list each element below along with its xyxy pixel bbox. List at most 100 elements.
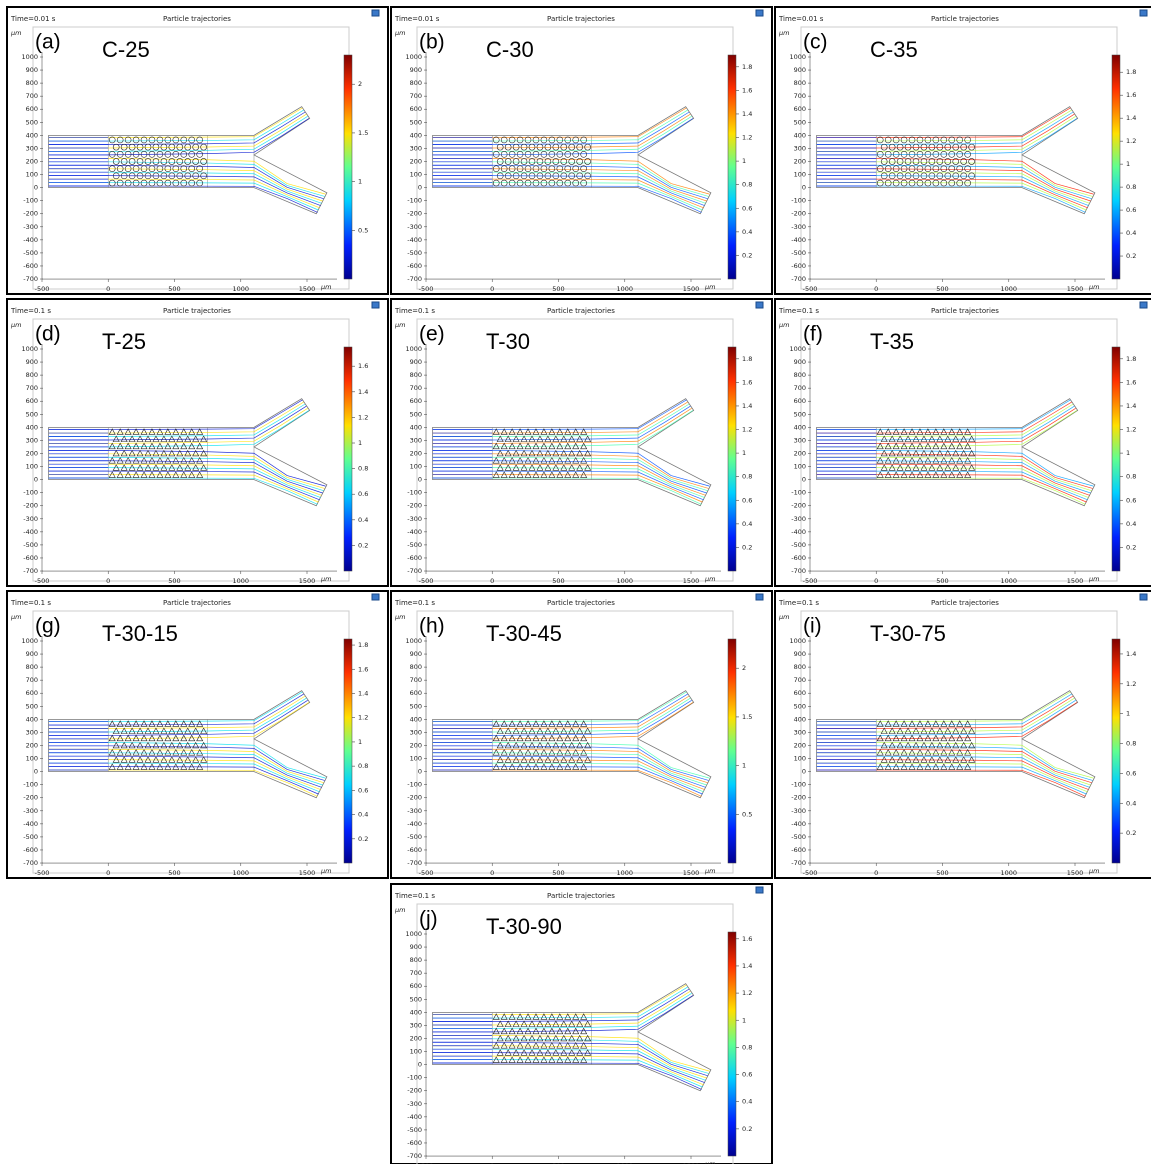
panel-name: T-30-75 (870, 621, 946, 646)
y-tick-label: -400 (23, 820, 38, 828)
y-tick-label: 800 (410, 956, 422, 964)
plot-title: Particle trajectories (931, 15, 999, 23)
y-tick-label: 300 (26, 436, 38, 444)
y-tick-label: -700 (23, 567, 38, 575)
panel-label: (d) (35, 323, 61, 346)
y-tick-label: -500 (23, 541, 38, 549)
x-tick-label: 1000 (1000, 577, 1017, 585)
x-tick-label: -500 (803, 285, 818, 293)
y-tick-label: 500 (26, 410, 38, 418)
y-tick-label: 1000 (21, 345, 38, 353)
y-tick-label: -700 (407, 567, 422, 575)
plot-title: Particle trajectories (547, 599, 615, 607)
x-tick-label: 500 (168, 577, 180, 585)
y-tick-label: -100 (791, 781, 806, 789)
y-tick-label: -300 (23, 223, 38, 231)
panel: Time=0.1 sParticle trajectories100090080… (775, 299, 1151, 586)
colorbar-tick-label: 0.6 (742, 1071, 752, 1079)
time-label: Time=0.1 s (10, 307, 51, 315)
y-tick-label: 900 (410, 66, 422, 74)
page: Time=0.01 sParticle trajectories10009008… (0, 0, 1151, 1164)
colorbar-tick-label: 1.2 (1126, 426, 1136, 434)
colorbar-tick-label: 1.8 (742, 355, 752, 363)
y-tick-label: 100 (26, 755, 38, 763)
plot-title: Particle trajectories (547, 892, 615, 900)
x-tick-label: 500 (936, 285, 948, 293)
colorbar-tick-label: 0.2 (742, 251, 752, 259)
window-icon (1140, 594, 1147, 600)
y-tick-label: -100 (407, 1074, 422, 1082)
y-tick-label: 700 (410, 969, 422, 977)
x-tick-label: 1000 (232, 577, 249, 585)
y-tick-label: 800 (794, 79, 806, 87)
colorbar-tick-label: 0.2 (742, 543, 752, 551)
y-tick-label: 400 (410, 1008, 422, 1016)
x-tick-label: 1500 (683, 577, 700, 585)
y-tick-label: -100 (791, 489, 806, 497)
y-tick-label: 1000 (789, 345, 806, 353)
colorbar-tick-label: 1.4 (1126, 650, 1136, 658)
y-tick-label: 800 (794, 371, 806, 379)
y-tick-label: -300 (23, 515, 38, 523)
panel: Time=0.1 sParticle trajectories100090080… (391, 299, 772, 586)
y-tick-label: 200 (794, 157, 806, 165)
y-tick-label: -600 (791, 262, 806, 270)
colorbar-tick-label: 0.8 (1126, 740, 1136, 748)
x-tick-label: 0 (106, 285, 110, 293)
y-tick-label: -300 (23, 807, 38, 815)
y-tick-label: 100 (410, 171, 422, 179)
x-tick-label: 500 (552, 285, 564, 293)
y-tick-label: 0 (802, 768, 806, 776)
colorbar-tick-label: 0.4 (742, 228, 752, 236)
x-tick-label: -500 (35, 869, 50, 877)
colorbar-tick-label: 1.5 (358, 129, 368, 137)
x-tick-label: 0 (874, 285, 878, 293)
y-tick-label: 100 (410, 1048, 422, 1056)
colorbar-tick-label: 1.2 (1126, 680, 1136, 688)
colorbar-tick-label: 1.8 (1126, 68, 1136, 76)
y-tick-label: -200 (23, 794, 38, 802)
y-tick-label: 100 (26, 463, 38, 471)
colorbar-tick-label: 1.6 (742, 378, 752, 386)
y-tick-label: -500 (407, 833, 422, 841)
y-tick-label: -600 (23, 846, 38, 854)
colorbar-tick-label: 0.2 (358, 541, 368, 549)
y-tick-label: -700 (407, 275, 422, 283)
y-tick-label: -400 (791, 820, 806, 828)
colorbar-tick-label: 0.5 (742, 810, 752, 818)
y-tick-label: 700 (26, 92, 38, 100)
figure: Time=0.01 sParticle trajectories10009008… (0, 0, 1151, 1164)
window-icon (372, 10, 379, 16)
colorbar-tick-label: 2 (742, 664, 746, 672)
y-tick-label: -600 (407, 262, 422, 270)
x-tick-label: 0 (490, 285, 494, 293)
y-tick-label: 700 (794, 676, 806, 684)
y-tick-label: -200 (791, 210, 806, 218)
y-tick-label: 600 (26, 689, 38, 697)
colorbar-tick-label: 1 (742, 157, 746, 165)
y-tick-label: 100 (410, 463, 422, 471)
panel-name: C-25 (102, 37, 150, 62)
y-tick-label: 800 (794, 663, 806, 671)
y-tick-label: -400 (407, 236, 422, 244)
colorbar-tick-label: 1.8 (358, 641, 368, 649)
y-tick-label: -700 (407, 859, 422, 867)
x-unit: µm (1088, 283, 1099, 291)
y-tick-label: 400 (794, 715, 806, 723)
y-tick-label: 300 (794, 144, 806, 152)
x-unit: µm (704, 283, 715, 291)
colorbar-tick-label: 0.4 (742, 520, 752, 528)
y-tick-label: -300 (407, 807, 422, 815)
colorbar-tick-label: 0.4 (358, 516, 368, 524)
colorbar-tick-label: 1 (742, 449, 746, 457)
y-tick-label: -300 (407, 223, 422, 231)
y-tick-label: -100 (791, 197, 806, 205)
y-tick-label: 200 (410, 1034, 422, 1042)
y-tick-label: -400 (407, 820, 422, 828)
y-tick-label: 700 (794, 92, 806, 100)
y-tick-label: 600 (410, 105, 422, 113)
colorbar-tick-label: 1 (358, 178, 362, 186)
y-tick-label: 600 (26, 105, 38, 113)
y-tick-label: 500 (410, 995, 422, 1003)
x-tick-label: 1500 (683, 285, 700, 293)
